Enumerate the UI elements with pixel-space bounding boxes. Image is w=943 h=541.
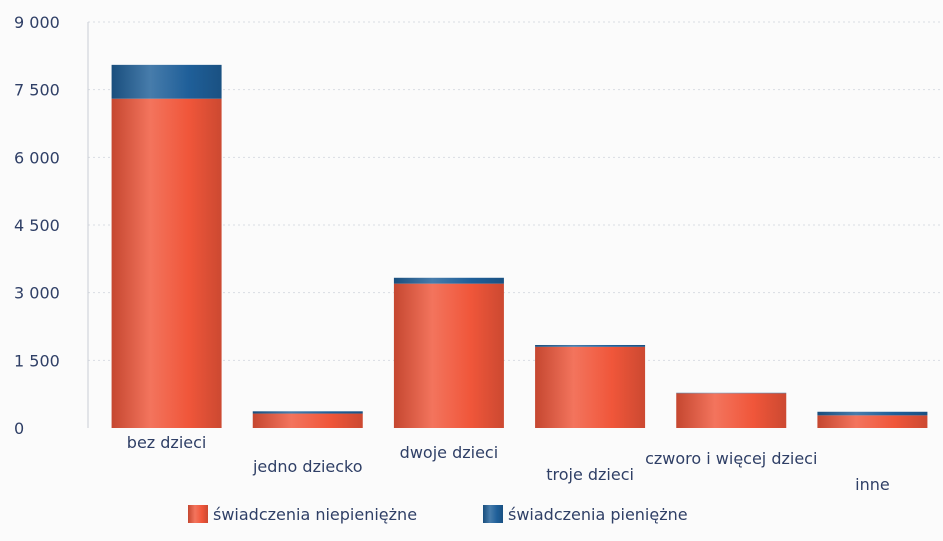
x-category-label: troje dzieci	[546, 465, 634, 484]
legend-swatch	[188, 505, 208, 523]
bar-pieniezne	[817, 412, 927, 416]
y-tick-label: 7 500	[14, 81, 60, 100]
bar-niepieniezne	[817, 415, 927, 428]
legend-label: świadczenia pieniężne	[508, 505, 688, 524]
bar-pieniezne	[394, 278, 504, 284]
legend-label: świadczenia niepieniężne	[213, 505, 417, 524]
y-tick-label: 6 000	[14, 148, 60, 167]
bar-pieniezne	[253, 411, 363, 413]
bar-niepieniezne	[676, 393, 786, 428]
bar-niepieniezne	[535, 347, 645, 428]
y-tick-label: 9 000	[14, 13, 60, 32]
x-category-label: dwoje dzieci	[400, 443, 499, 462]
y-tick-label: 3 000	[14, 284, 60, 303]
bar-niepieniezne	[253, 414, 363, 428]
x-category-label: bez dzieci	[127, 433, 207, 452]
bar-pieniezne	[535, 345, 645, 347]
y-tick-label: 0	[14, 419, 24, 438]
y-tick-label: 1 500	[14, 351, 60, 370]
y-tick-label: 4 500	[14, 216, 60, 235]
x-category-label: czworo i więcej dzieci	[645, 449, 817, 468]
legend-swatch	[483, 505, 503, 523]
bar-niepieniezne	[394, 284, 504, 428]
x-category-label: jedno dziecko	[252, 457, 363, 476]
bar-pieniezne	[112, 65, 222, 99]
bar-niepieniezne	[112, 99, 222, 428]
x-category-label: inne	[855, 475, 890, 494]
